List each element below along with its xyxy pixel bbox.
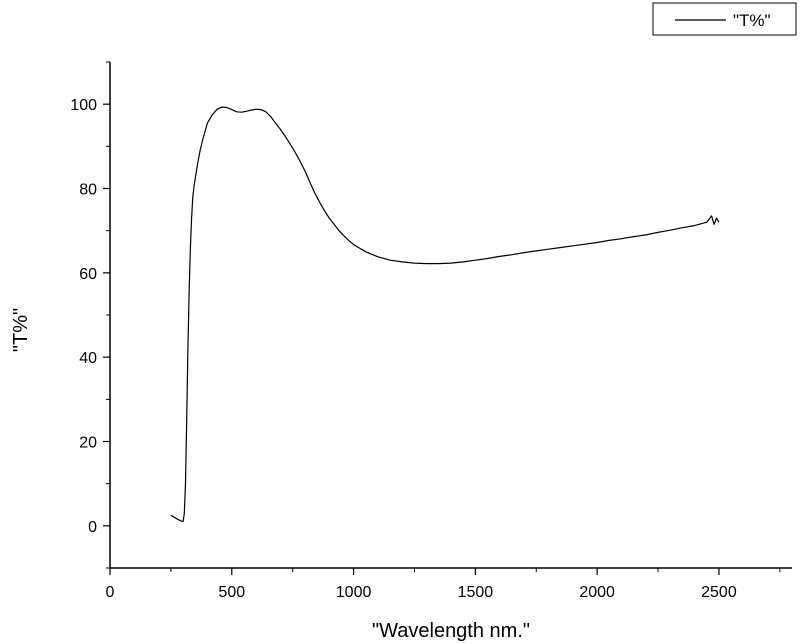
- axis-ticks: [103, 61, 781, 575]
- series-line-t-percent: [170, 106, 720, 523]
- x-tick-label: 2000: [579, 584, 615, 601]
- legend-entry-label: "T%": [733, 11, 771, 30]
- x-tick-label: 2500: [701, 584, 737, 601]
- plot-area: 0 500 1000 1500 2000 2500 0 20 40 60 80 100: [70, 61, 792, 601]
- x-tick-label: 1500: [458, 584, 494, 601]
- y-tick-label: 60: [79, 266, 97, 283]
- x-tick-label: 0: [106, 584, 115, 601]
- legend: "T%": [652, 2, 797, 36]
- legend-box: [652, 2, 797, 36]
- y-tick-label: 80: [79, 182, 97, 199]
- axis-tick-labels: 0 500 1000 1500 2000 2500 0 20 40 60 80 100: [70, 97, 737, 601]
- y-tick-label: 0: [88, 519, 97, 536]
- y-tick-label: 40: [79, 350, 97, 367]
- x-tick-label: 1000: [336, 584, 372, 601]
- y-tick-label: 20: [79, 435, 97, 452]
- x-axis-title: "Wavelength nm.": [372, 620, 530, 642]
- y-tick-label: 100: [70, 97, 97, 114]
- y-axis-title: "T%": [10, 308, 32, 352]
- x-tick-label: 500: [218, 584, 245, 601]
